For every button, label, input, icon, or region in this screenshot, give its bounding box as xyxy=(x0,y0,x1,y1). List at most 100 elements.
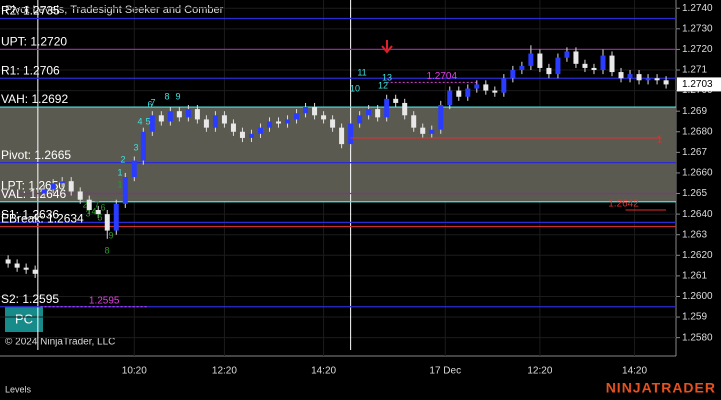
level-label: S2: 1.2595 xyxy=(1,292,59,306)
comber-count: 3 xyxy=(85,208,90,218)
candle-body xyxy=(663,80,669,85)
y-tick-label: 1.271 xyxy=(682,65,707,76)
candle-body xyxy=(555,57,561,75)
candle-body xyxy=(330,119,336,128)
seeker-count: 13 xyxy=(382,72,392,82)
seeker-count: 10 xyxy=(350,83,360,93)
candle-body xyxy=(185,109,191,118)
candle-body xyxy=(519,65,525,70)
seeker-count: 9 xyxy=(175,91,180,101)
candle-body xyxy=(654,78,660,81)
candle-body xyxy=(456,90,462,97)
y-tick-label: 1.269 xyxy=(682,106,707,117)
candle-body xyxy=(158,115,164,122)
level-label: LPT: 1.2650 xyxy=(1,179,65,193)
comber-count: 1 xyxy=(117,179,122,189)
comber-count: 6 xyxy=(100,202,105,212)
pc-button[interactable] xyxy=(5,307,43,332)
candle-body xyxy=(348,123,354,145)
level-label: VAH: 1.2692 xyxy=(1,92,68,106)
candle-body xyxy=(600,55,606,70)
x-tick-label: 10:20 xyxy=(122,366,147,377)
candle-body xyxy=(50,183,56,190)
candle-body xyxy=(618,72,624,79)
candle-body xyxy=(339,127,345,145)
candle-body xyxy=(591,67,597,70)
candle-body xyxy=(366,109,372,116)
seeker-count: 5 xyxy=(145,116,150,126)
seeker-count: 12 xyxy=(378,80,388,90)
candle-body xyxy=(194,109,200,120)
candle-body xyxy=(636,74,642,81)
candle-body xyxy=(14,263,20,268)
candle-body xyxy=(528,53,534,66)
candle-body xyxy=(131,160,137,178)
candle-body xyxy=(492,90,498,93)
y-tick-label: 1.2730 xyxy=(682,23,713,34)
candle-body xyxy=(212,115,218,128)
x-tick-label: 14:20 xyxy=(622,366,647,377)
candle-body xyxy=(239,131,245,138)
last-price-box xyxy=(677,77,721,92)
level-label: Pivot: 1.2665 xyxy=(1,148,71,162)
candle-body xyxy=(537,53,543,68)
candle-body xyxy=(420,127,426,134)
y-tick-label: 1.2720 xyxy=(682,44,713,55)
candle-body xyxy=(5,259,11,264)
candle-body xyxy=(113,203,119,231)
comber-count: 5 xyxy=(97,212,102,222)
seeker-count: 6 xyxy=(147,99,152,109)
candle-body xyxy=(230,123,236,132)
candle-body xyxy=(402,102,408,116)
pc-button-label[interactable]: PC xyxy=(15,311,33,326)
candle-body xyxy=(321,115,327,120)
candle-body xyxy=(140,131,146,161)
y-tick-label: 1.259 xyxy=(682,312,707,323)
comber-count: 8 xyxy=(104,245,109,255)
signal-arrow xyxy=(381,40,393,54)
level-label: UPT: 1.2720 xyxy=(1,35,67,49)
y-tick-label: 1.2740 xyxy=(682,3,713,14)
seeker-count: 1 xyxy=(117,167,122,177)
candle-body xyxy=(294,113,300,120)
comber-count: 7 xyxy=(94,199,99,209)
y-tick-label: 1.2580 xyxy=(682,332,713,343)
candle-body xyxy=(77,191,83,200)
candle-body xyxy=(149,115,155,132)
candle-body xyxy=(68,181,74,192)
comber-count: 9 xyxy=(108,230,113,240)
chart-title: Pivot Levels, Tradesight Seeker and Comb… xyxy=(5,4,224,16)
candle-body xyxy=(465,88,471,97)
candle-body xyxy=(104,214,110,231)
level-label: VAL: 1.2646 xyxy=(1,187,66,201)
brand: NINJATRADER xyxy=(606,380,716,396)
candle-body xyxy=(645,78,651,81)
y-tick-label: 1.267 xyxy=(682,147,707,158)
candle-body xyxy=(447,90,453,105)
candle-body xyxy=(266,121,272,128)
candle-body xyxy=(122,177,128,204)
value-area xyxy=(0,107,676,202)
level-label: S1: 1.2636 xyxy=(1,208,59,222)
level-label: R1: 1.2706 xyxy=(1,63,60,77)
candle-body xyxy=(393,98,399,103)
tab-label[interactable]: Levels xyxy=(5,384,32,394)
level-label: R2: 1.2735 xyxy=(1,4,60,18)
y-tick-label: 1.2680 xyxy=(682,126,713,137)
candle-body xyxy=(203,119,209,128)
x-tick-label: 12:20 xyxy=(212,366,237,377)
y-tick-label: 1.2600 xyxy=(682,291,713,302)
mark-label: 1.2642 xyxy=(608,199,639,210)
seeker-count: 2 xyxy=(120,154,125,164)
candle-body xyxy=(276,121,282,124)
y-tick-label: 1.2640 xyxy=(682,209,713,220)
candle-body xyxy=(285,119,291,124)
candle-body xyxy=(23,267,29,270)
candle-body xyxy=(167,111,173,122)
candle-body xyxy=(627,74,633,79)
candle-body xyxy=(257,127,263,134)
candle-body xyxy=(429,129,435,134)
candle-body xyxy=(248,133,254,138)
candle-body xyxy=(483,84,489,91)
